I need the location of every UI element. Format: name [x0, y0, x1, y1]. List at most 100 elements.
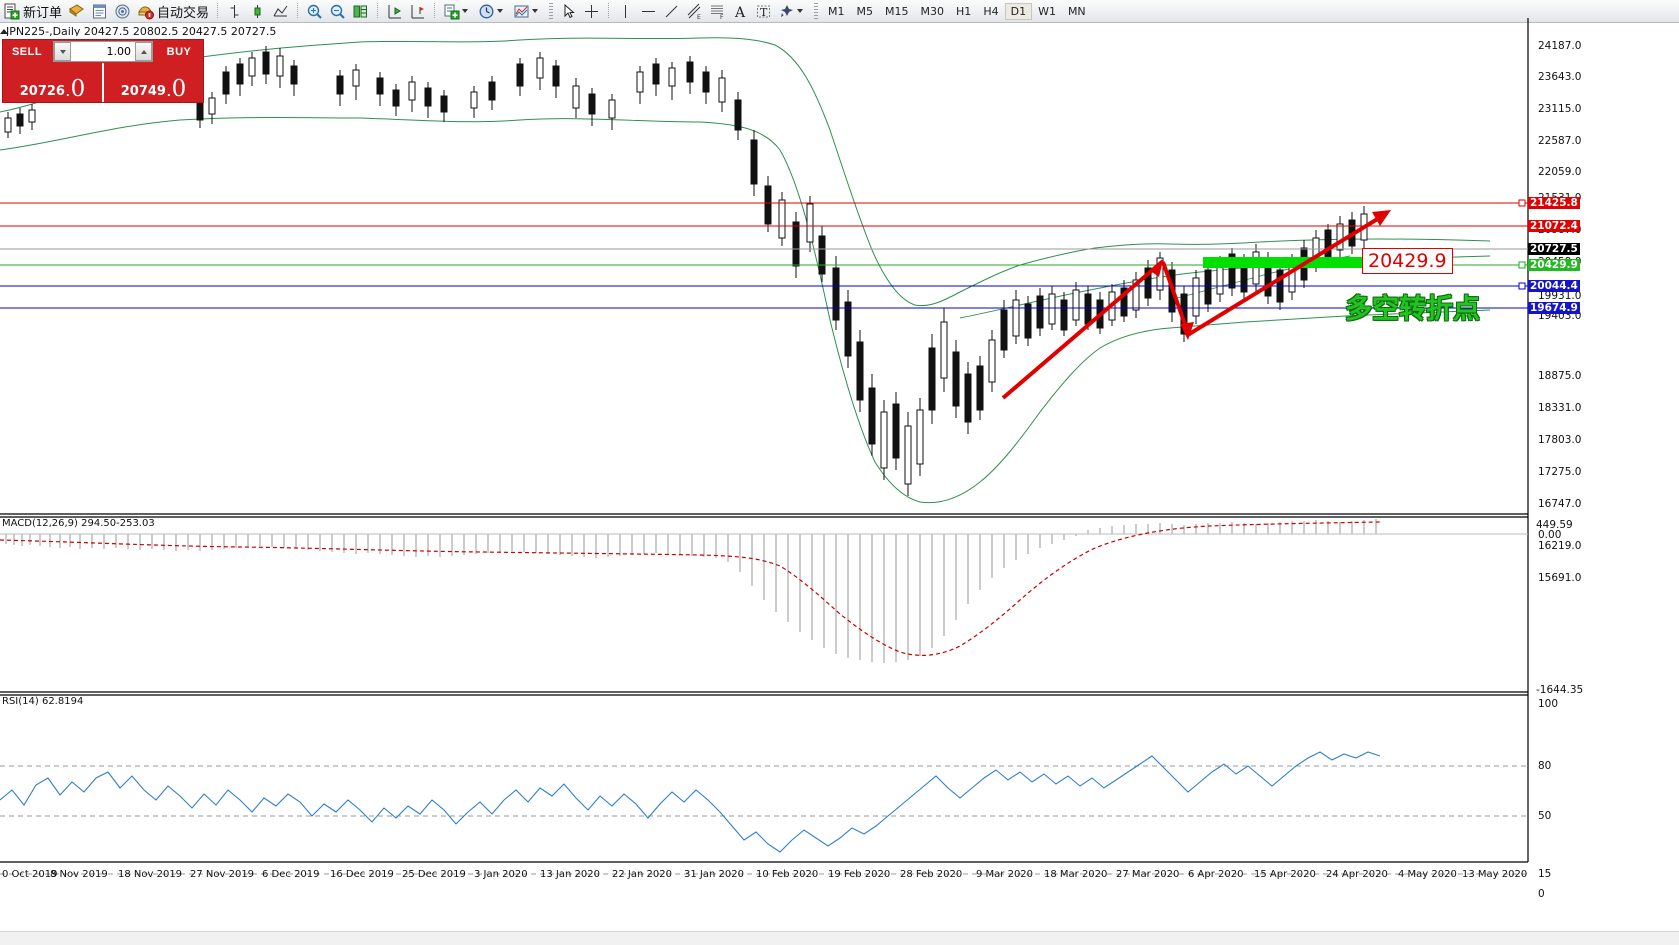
templates2-icon	[513, 3, 530, 20]
sell-price-quote[interactable]: 20726 . 0	[3, 63, 102, 102]
new-order-button[interactable]: 新订单	[0, 1, 65, 21]
signals-button[interactable]	[111, 1, 134, 21]
price-tick-16219: 16219.0	[1538, 540, 1582, 552]
text-label-button[interactable]: T	[752, 1, 775, 21]
auto-trading-button[interactable]: 自动交易	[134, 1, 212, 21]
date-tick-7: 3 Jan 2020	[474, 869, 528, 880]
date-tick-20: 4 May 2020	[1398, 869, 1457, 880]
rsi-line	[0, 751, 1381, 853]
one-click-trading-panel[interactable]: SELL 1.00 BUY 20726 . 0 20749 . 0	[2, 39, 204, 103]
horizontal-line-button[interactable]	[637, 1, 660, 21]
volume-input[interactable]: 1.00	[53, 41, 153, 62]
auto-scroll-button[interactable]	[406, 1, 429, 21]
buy-button[interactable]: BUY	[166, 45, 192, 58]
horizontal-scrollbar[interactable]	[0, 931, 1679, 945]
textlabel-icon: T	[755, 3, 772, 20]
trendline-button[interactable]	[660, 1, 683, 21]
timeframe-h4[interactable]: H4	[983, 4, 999, 18]
sell-price-decimal: 0	[70, 76, 86, 102]
svg-text:E: E	[697, 14, 701, 21]
new-order-label: 新订单	[23, 5, 63, 21]
buy-price-integer: 20749	[120, 84, 166, 99]
templates2-button[interactable]	[510, 1, 545, 21]
price-annotation-box[interactable]: 20429.9	[1362, 248, 1453, 274]
date-tick-17: 6 Apr 2020	[1188, 869, 1244, 880]
line-chart-button[interactable]	[269, 1, 292, 21]
toolbar-separator-5	[608, 3, 610, 19]
chart-title: JPN225-,Daily 20427.5 20802.5 20427.5 20…	[6, 25, 277, 38]
equidistant-channel-button[interactable]: E	[683, 1, 706, 21]
rsi-tick-50: 50	[1538, 810, 1552, 822]
bar-chart-button[interactable]	[223, 1, 246, 21]
date-tick-4: 6 Dec 2019	[262, 869, 320, 880]
zoom-out-button[interactable]	[326, 1, 349, 21]
text-button[interactable]: A	[729, 1, 752, 21]
crosshair-icon	[583, 3, 600, 20]
uptrend-arrow-1	[1001, 259, 1165, 400]
shapes-dropdown-caret[interactable]	[797, 9, 804, 13]
buy-price-quote[interactable]: 20749 . 0	[102, 63, 203, 102]
price-tag-21425[interactable]: 21425.8	[1528, 197, 1580, 209]
date-tick-14: 9 Mar 2020	[976, 869, 1034, 880]
volume-increase-button[interactable]	[135, 42, 152, 61]
zoom-out-icon	[329, 3, 346, 20]
volume-value[interactable]: 1.00	[106, 45, 132, 58]
fibonacci-button[interactable]: F	[706, 1, 729, 21]
toolbar-grip-1[interactable]	[549, 3, 554, 19]
macd-tick-max: 449.59	[1536, 519, 1573, 531]
downtrend-arrow	[1161, 261, 1190, 334]
macd-histogram	[5, 519, 1377, 663]
price-tag-20429[interactable]: 20429.9	[1528, 259, 1580, 271]
cursor-button[interactable]	[557, 1, 580, 21]
date-tick-6: 25 Dec 2019	[402, 869, 466, 880]
main-toolbar: 新订单	[0, 0, 1679, 23]
templates2-dropdown-caret[interactable]	[532, 9, 539, 13]
indicators-button[interactable]	[440, 1, 475, 21]
timeframe-m1[interactable]: M1	[828, 4, 845, 18]
price-tick-23643: 23643.0	[1538, 71, 1582, 83]
period-button[interactable]	[475, 1, 510, 21]
cursor-icon	[560, 3, 577, 20]
chinese-annotation-text[interactable]: 多空转折点	[1345, 294, 1480, 325]
templates-button[interactable]	[65, 1, 88, 21]
chart-shift-icon	[386, 3, 403, 20]
macd-tick-zero: 0.00	[1538, 529, 1562, 541]
sell-button[interactable]: SELL	[11, 45, 43, 58]
toolbar-separator-4	[434, 3, 436, 19]
sell-price-integer: 20726	[19, 84, 65, 99]
price-tick-22587: 22587.0	[1538, 135, 1582, 147]
equidistant-icon: E	[686, 3, 703, 21]
candlestick-chart-button[interactable]	[246, 1, 269, 21]
volume-decrease-button[interactable]	[54, 42, 71, 61]
rsi-tick-80: 80	[1538, 760, 1552, 772]
price-tag-20044[interactable]: 20044.4	[1528, 280, 1580, 292]
price-tag-last[interactable]: 20727.5	[1528, 243, 1580, 255]
price-tag-19674[interactable]: 19674.9	[1528, 302, 1580, 314]
timeframe-w1[interactable]: W1	[1038, 4, 1056, 18]
crosshair-button[interactable]	[580, 1, 603, 21]
auto-scroll-icon	[409, 3, 426, 20]
indicators-dropdown-caret[interactable]	[462, 9, 469, 13]
timeframe-h1[interactable]: H1	[956, 4, 972, 18]
price-tick-22059: 22059.0	[1538, 166, 1582, 178]
shapes-button[interactable]	[775, 1, 810, 21]
toolbar-grip-2[interactable]	[814, 3, 819, 19]
vertical-line-button[interactable]	[614, 1, 637, 21]
chart-collapse-arrow-icon[interactable]	[0, 29, 8, 34]
timeframe-mn[interactable]: MN	[1067, 4, 1086, 18]
timeframe-m30[interactable]: M30	[920, 4, 945, 18]
timeframe-m5[interactable]: M5	[856, 4, 874, 18]
zoom-in-button[interactable]	[303, 1, 326, 21]
spin-up-icon	[140, 49, 147, 54]
chart-shift-button[interactable]	[383, 1, 406, 21]
tile-windows-button[interactable]	[349, 1, 372, 21]
price-tick-18875: 18875.0	[1538, 370, 1582, 382]
toolbar-separator-3	[377, 3, 379, 19]
timeframe-d1[interactable]: D1	[1004, 2, 1033, 20]
fibonacci-icon: F	[709, 3, 726, 21]
period-dropdown-caret[interactable]	[497, 9, 504, 13]
price-tag-21072[interactable]: 21072.4	[1528, 220, 1580, 232]
timeframe-m15[interactable]: M15	[885, 4, 909, 18]
date-tick-12: 19 Feb 2020	[828, 869, 891, 880]
data-window-button[interactable]	[88, 1, 111, 21]
